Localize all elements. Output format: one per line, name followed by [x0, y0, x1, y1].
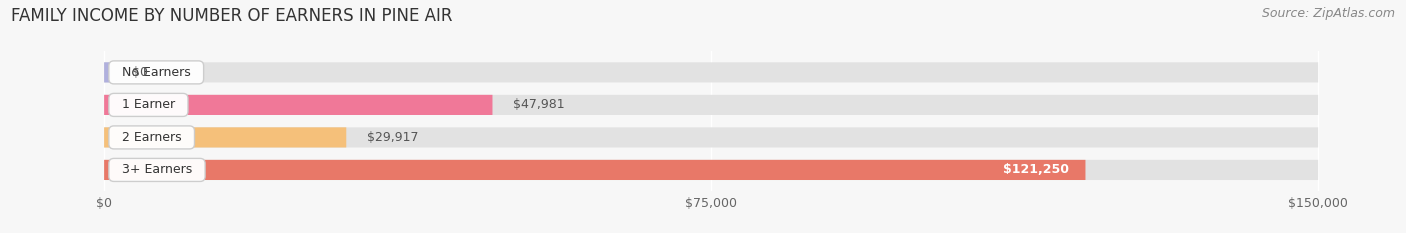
FancyBboxPatch shape [104, 95, 1319, 115]
Text: 3+ Earners: 3+ Earners [114, 163, 200, 176]
Text: 2 Earners: 2 Earners [114, 131, 190, 144]
Text: FAMILY INCOME BY NUMBER OF EARNERS IN PINE AIR: FAMILY INCOME BY NUMBER OF EARNERS IN PI… [11, 7, 453, 25]
FancyBboxPatch shape [104, 127, 1319, 147]
Text: $0: $0 [132, 66, 149, 79]
FancyBboxPatch shape [104, 62, 1319, 82]
FancyBboxPatch shape [104, 160, 1085, 180]
Text: $47,981: $47,981 [513, 98, 564, 111]
FancyBboxPatch shape [104, 160, 1319, 180]
Text: No Earners: No Earners [114, 66, 198, 79]
FancyBboxPatch shape [104, 62, 111, 82]
Text: $29,917: $29,917 [367, 131, 418, 144]
Text: 1 Earner: 1 Earner [114, 98, 183, 111]
Text: $121,250: $121,250 [1004, 163, 1070, 176]
FancyBboxPatch shape [104, 95, 492, 115]
Text: Source: ZipAtlas.com: Source: ZipAtlas.com [1261, 7, 1395, 20]
FancyBboxPatch shape [104, 127, 346, 147]
